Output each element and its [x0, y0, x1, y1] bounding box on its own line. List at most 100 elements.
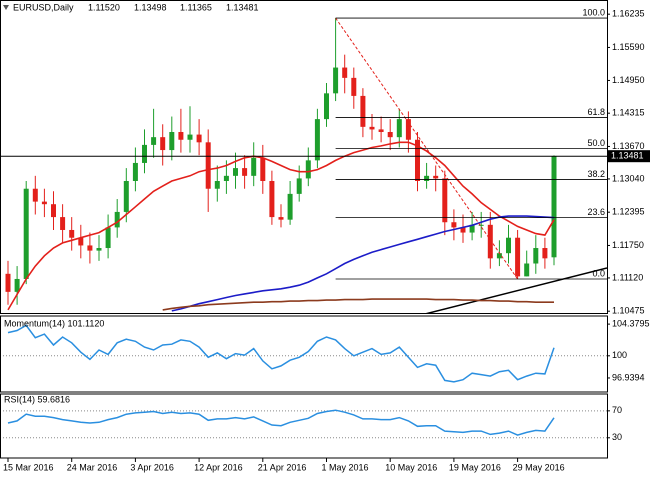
fib-label: 0.0 [592, 268, 605, 278]
candle-body [469, 224, 475, 233]
candle-body [23, 188, 29, 279]
y-tick-label: 1.16235 [612, 9, 645, 19]
rsi-panel [0, 409, 607, 439]
x-tick-label: 24 Mar 2016 [67, 462, 118, 472]
price-panel [0, 17, 607, 313]
x-tick-label: 3 Apr 2016 [130, 462, 174, 472]
open-label: 1.11520 [88, 2, 120, 12]
candle-body [87, 245, 93, 251]
candle-body [123, 180, 129, 212]
candle-body [360, 95, 366, 127]
candle-body [187, 134, 193, 140]
candle-body [296, 178, 302, 194]
low-label: 1.11365 [180, 2, 212, 12]
candle-body [496, 253, 502, 259]
symbol-icon [3, 5, 9, 10]
y-tick-label: 1.14315 [612, 108, 645, 118]
candle-body [132, 162, 138, 181]
candle-body [178, 132, 184, 140]
candle-body [451, 222, 457, 228]
candle-body [233, 168, 238, 176]
rsi-title: RSI(14) 59.6816 [4, 394, 70, 404]
y-tick-label: 1.11120 [612, 272, 643, 282]
candle-body [205, 142, 211, 189]
candle-body [151, 137, 157, 145]
candle-body [533, 248, 539, 264]
candle-body [69, 229, 75, 238]
candle-body [460, 227, 466, 233]
indicator-line [7, 324, 555, 383]
candle-body [196, 134, 202, 143]
x-tick-label: 19 May 2016 [449, 462, 501, 472]
y-tick-label: 1.13040 [612, 173, 645, 183]
candle-body [96, 248, 102, 251]
candle-body [369, 126, 375, 130]
x-tick-label: 15 Mar 2016 [3, 462, 54, 472]
y-tick-label: 1.13670 [612, 141, 645, 151]
fib-label: 50.0 [587, 138, 605, 148]
y-tick-label: 70 [612, 405, 622, 415]
trend-line [425, 267, 607, 313]
moving-average [171, 215, 555, 312]
candle-body [342, 67, 348, 78]
candle-body [433, 175, 439, 179]
momentum-panel [0, 324, 607, 383]
candle-body [60, 217, 66, 230]
candle-body [251, 157, 257, 176]
x-tick-label: 1 May 2016 [322, 462, 369, 472]
momentum-title: Momentum(14) 101.1120 [4, 318, 104, 328]
candle-body [415, 139, 420, 181]
x-tick-label: 10 May 2016 [385, 462, 437, 472]
candle-body [506, 237, 511, 254]
candle-body [78, 237, 84, 246]
candle-body [424, 175, 430, 181]
candle-body [278, 217, 284, 220]
y-tick-label: 1.12395 [612, 207, 645, 217]
candle-body [324, 93, 329, 120]
candle-body [41, 201, 47, 205]
candle-body [269, 180, 275, 218]
x-tick-label: 29 May 2016 [513, 462, 565, 472]
candle-body [524, 263, 530, 277]
x-tick-label: 21 Apr 2016 [258, 462, 307, 472]
fib-label: 23.6 [587, 207, 605, 217]
candle-body [242, 168, 248, 176]
candle-body [305, 160, 311, 179]
y-tick-label: 96.9394 [612, 372, 645, 382]
rsi-frame [0, 393, 608, 459]
y-tick-label: 1.11750 [612, 240, 644, 250]
candle-body [314, 119, 320, 161]
indicator-line [7, 409, 555, 436]
candle-body [5, 273, 11, 292]
x-tick-label: 12 Apr 2016 [194, 462, 243, 472]
candle-body [260, 157, 266, 181]
y-tick-label: 1.14950 [612, 75, 645, 85]
candle-body [515, 237, 521, 277]
candle-body [223, 175, 229, 181]
candle-body [51, 204, 56, 218]
last-price-box [608, 150, 650, 163]
y-tick-label: 100 [612, 350, 627, 360]
candle-body [160, 137, 166, 151]
high-label: 1.13498 [134, 2, 167, 12]
candle-body [142, 144, 147, 163]
moving-average [162, 298, 554, 311]
momentum-frame [0, 315, 608, 393]
candle-body [396, 119, 402, 138]
candle-body [333, 67, 339, 94]
candle-body [487, 224, 493, 259]
candle-body [287, 193, 293, 220]
fib-label: 38.2 [587, 169, 605, 179]
candle-body [351, 77, 357, 96]
candle-body [32, 188, 38, 202]
candle-body [387, 132, 393, 138]
moving-average [7, 141, 555, 311]
candle-body [478, 224, 484, 226]
candle-body [405, 119, 411, 140]
candle-body [105, 227, 111, 249]
candle-body [442, 178, 448, 223]
candle-body [214, 180, 220, 189]
